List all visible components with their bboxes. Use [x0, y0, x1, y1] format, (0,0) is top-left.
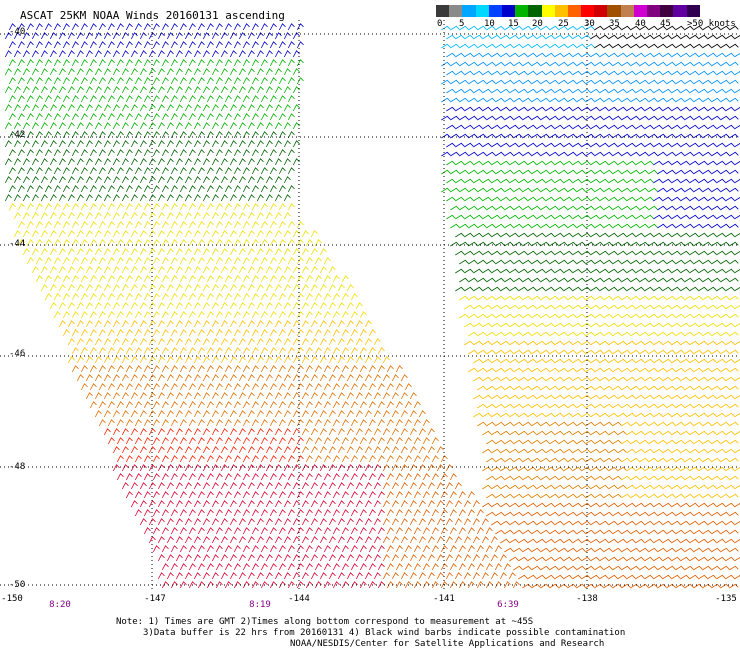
colorbar-segment: [620, 5, 634, 17]
colorbar-label: 15: [508, 19, 519, 29]
colorbar-label: >50 knots: [687, 19, 736, 29]
lon-label: -141: [433, 594, 455, 604]
lat-label: -44: [9, 239, 26, 249]
colorbar-label: 20: [532, 19, 543, 29]
lon-label: -138: [576, 594, 598, 604]
swath-time-label: 8:19: [249, 600, 271, 610]
lat-label: -46: [9, 349, 26, 359]
lat-label: -42: [9, 130, 26, 140]
lat-label: -50: [9, 580, 26, 590]
colorbar-segment: [541, 5, 555, 17]
colorbar-label: 25: [558, 19, 569, 29]
colorbar-segment: [633, 5, 647, 17]
colorbar-label: 5: [459, 19, 465, 29]
wind-speed-colorbar: [436, 5, 700, 17]
colorbar-label: 35: [609, 19, 620, 29]
colorbar-segment: [581, 5, 595, 17]
colorbar-segment: [660, 5, 674, 17]
lon-label: -147: [144, 594, 166, 604]
lat-label: -40: [9, 27, 26, 37]
map-title: ASCAT 25KM NOAA Winds 20160131 ascending: [20, 9, 285, 22]
lon-label: -144: [288, 594, 310, 604]
colorbar-label: 0: [437, 19, 443, 29]
colorbar-segment: [607, 5, 621, 17]
colorbar-segment: [475, 5, 489, 17]
colorbar-label: 40: [635, 19, 646, 29]
swath-time-label: 6:39: [497, 600, 519, 610]
colorbar-segment: [686, 5, 700, 17]
colorbar-segment: [501, 5, 516, 17]
colorbar-segment: [515, 5, 529, 17]
note-line-1: Note: 1) Times are GMT 2)Times along bot…: [116, 617, 534, 627]
swath-time-label: 8:20: [49, 600, 71, 610]
lon-label: -150: [1, 594, 23, 604]
colorbar-segment: [488, 5, 502, 17]
colorbar-segment: [436, 5, 450, 17]
note-line-2: 3)Data buffer is 22 hrs from 20160131 4)…: [143, 628, 626, 638]
lat-label: -48: [9, 462, 26, 472]
lon-label: -135: [715, 594, 737, 604]
colorbar-segment: [449, 5, 463, 17]
colorbar-label: 10: [484, 19, 495, 29]
wind-barb-swaths: [4, 23, 740, 589]
colorbar-segment: [462, 5, 476, 17]
lat-lon-grid: [0, 20, 740, 592]
colorbar-segment: [673, 5, 687, 17]
colorbar-segment: [554, 5, 568, 17]
colorbar-segment: [647, 5, 661, 17]
colorbar-segment: [594, 5, 608, 17]
colorbar-segment: [567, 5, 582, 17]
colorbar-label: 45: [660, 19, 671, 29]
colorbar-label: 30: [584, 19, 595, 29]
colorbar-segment: [528, 5, 542, 17]
note-line-3: NOAA/NESDIS/Center for Satellite Applica…: [290, 639, 605, 649]
